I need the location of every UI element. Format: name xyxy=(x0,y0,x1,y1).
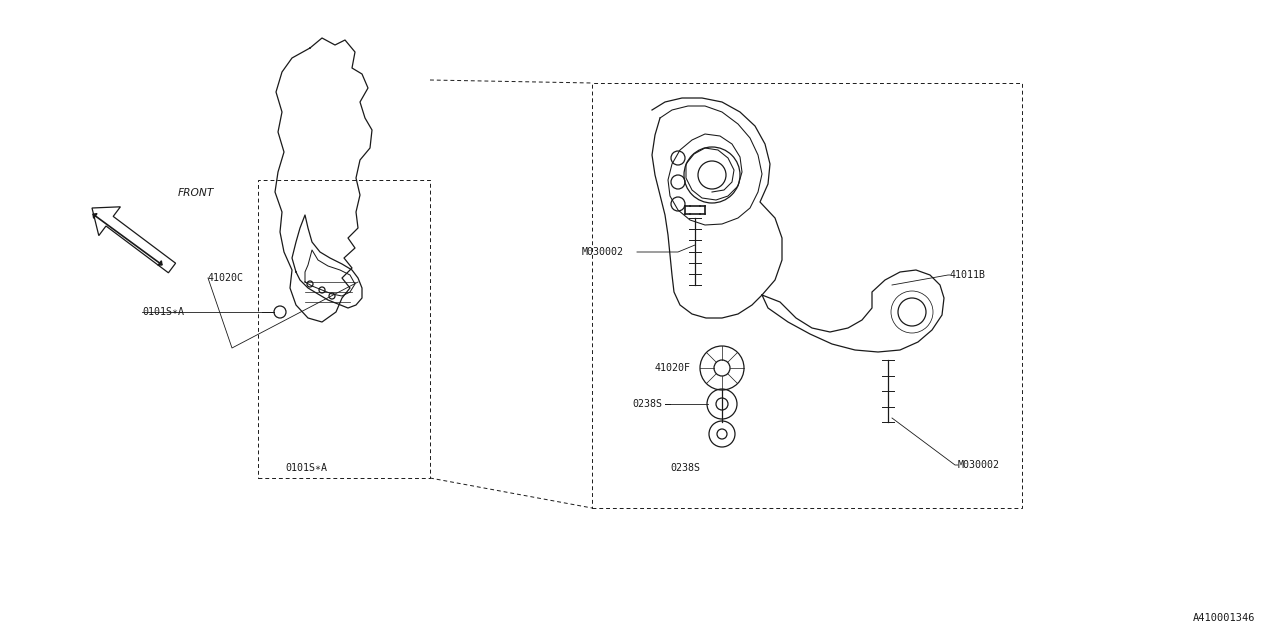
Bar xyxy=(259,180,430,478)
Text: 0238S: 0238S xyxy=(632,399,662,409)
Text: 0101S∗A: 0101S∗A xyxy=(285,463,326,473)
Text: FRONT: FRONT xyxy=(178,188,214,198)
Text: 41011B: 41011B xyxy=(950,270,986,280)
Text: 0238S: 0238S xyxy=(669,463,700,473)
Text: 0101S∗A: 0101S∗A xyxy=(142,307,184,317)
Bar xyxy=(593,83,1021,508)
Text: 41020F: 41020F xyxy=(655,363,691,373)
Text: M030002: M030002 xyxy=(582,247,625,257)
Polygon shape xyxy=(92,207,175,273)
Text: M030002: M030002 xyxy=(957,460,1000,470)
Text: A410001346: A410001346 xyxy=(1193,613,1254,623)
Text: 41020C: 41020C xyxy=(209,273,244,283)
